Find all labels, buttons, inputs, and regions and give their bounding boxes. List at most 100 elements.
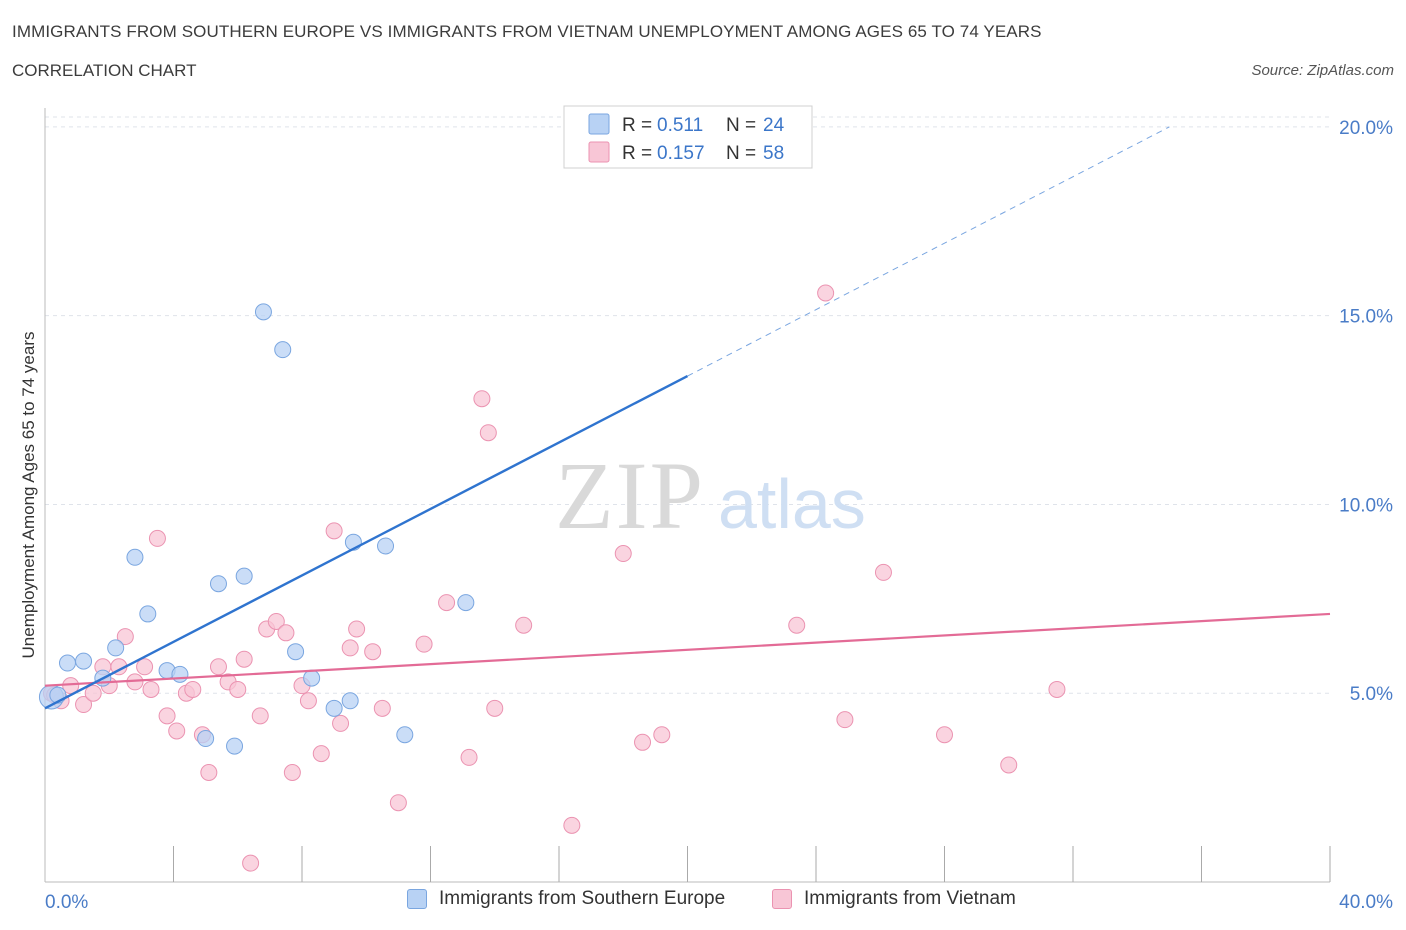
vietnam-point [373, 699, 391, 717]
southern-europe-point [126, 548, 144, 566]
source-credit: Source: ZipAtlas.com [1251, 62, 1394, 79]
southern-europe-point [377, 537, 395, 555]
vietnam-point [415, 635, 433, 653]
watermark-atlas: atlas [718, 465, 866, 543]
vietnam-point [460, 748, 478, 766]
legend-item-southern-europe[interactable]: Immigrants from Southern Europe [407, 888, 725, 910]
vietnam-point [348, 620, 366, 638]
vietnam-trend-line [44, 612, 1331, 687]
watermark-zip: ZIP [555, 442, 705, 549]
vietnam-point [817, 284, 835, 302]
y-axis-title: Unemployment Among Ages 65 to 74 years [19, 332, 38, 659]
vietnam-point [479, 424, 497, 442]
y-tick-label: 10.0% [1339, 495, 1393, 516]
vietnam-point [312, 745, 330, 763]
grid-lines [45, 116, 1330, 694]
vietnam-point [438, 594, 456, 612]
southern-europe-point [58, 654, 76, 672]
vietnam-point [200, 764, 218, 782]
vietnam-point [84, 684, 102, 702]
vietnam-point [332, 714, 350, 732]
legend-swatch-vietnam [772, 889, 792, 909]
vietnam-point [283, 764, 301, 782]
legend-swatch-blue [588, 113, 610, 135]
vietnam-point [874, 563, 892, 581]
southern-europe-point [274, 341, 292, 359]
vietnam-point [614, 545, 632, 563]
x-tick-label-min: 0.0% [45, 892, 88, 913]
vietnam-point [936, 726, 953, 744]
vietnam-point [1048, 680, 1066, 698]
legend-n-value-2: 58 [763, 143, 784, 164]
southern-europe-point [197, 730, 215, 748]
vietnam-point [251, 707, 269, 725]
vietnam-point [634, 733, 652, 751]
vietnam-point [148, 529, 166, 547]
southern-europe-point [171, 665, 189, 683]
vietnam-point [563, 816, 581, 834]
series-southern-europe-points [38, 303, 475, 755]
vietnam-point [473, 390, 491, 408]
legend-n-label-2: N = [726, 143, 756, 164]
vietnam-point [242, 854, 260, 872]
vietnam-point [229, 680, 247, 698]
x-tick-label-max: 40.0% [1339, 892, 1393, 913]
trend-lines [44, 126, 1331, 710]
vietnam-point [788, 616, 806, 634]
vietnam-point [209, 658, 227, 676]
southern-europe-point [457, 594, 475, 612]
vietnam-point [1000, 756, 1018, 774]
chart-title: IMMIGRANTS FROM SOUTHERN EUROPE VS IMMIG… [12, 22, 1042, 41]
legend-r-value-1: 0.511 [657, 115, 703, 136]
vietnam-point [325, 522, 343, 540]
vietnam-point [158, 707, 176, 725]
y-tick-label: 5.0% [1350, 684, 1393, 705]
southern-europe-point [287, 643, 305, 661]
series-vietnam-points [42, 284, 1066, 872]
legend-label-southern-europe: Immigrants from Southern Europe [439, 888, 726, 909]
vietnam-point [515, 616, 533, 634]
vietnam-point [184, 680, 202, 698]
axes: 5.0% 10.0% 15.0% 20.0% 0.0% 40.0% [44, 108, 1393, 913]
series-legend: Immigrants from Southern Europe Immigran… [0, 888, 1406, 918]
vietnam-point [389, 794, 407, 812]
southern-europe-trend-line [44, 375, 689, 710]
chart-subtitle: CORRELATION CHART [12, 61, 197, 80]
vietnam-point [267, 612, 285, 630]
southern-europe-point [226, 737, 244, 755]
southern-europe-point [235, 567, 253, 585]
y-tick-label: 15.0% [1339, 307, 1393, 328]
legend-swatch-pink [588, 141, 610, 163]
southern-europe-point [209, 575, 227, 593]
vietnam-point [486, 699, 504, 717]
southern-europe-point [107, 639, 125, 657]
southern-europe-point [75, 652, 93, 670]
stats-legend: R = 0.511 N = 24 R = 0.157 N = 58 [563, 105, 813, 169]
legend-r-label-2: R = [622, 143, 652, 164]
southern-europe-trend-extension [687, 126, 1170, 377]
legend-swatch-southern-europe [407, 889, 427, 909]
southern-europe-point [254, 303, 272, 321]
southern-europe-point [341, 692, 359, 710]
vietnam-point [653, 726, 671, 744]
vietnam-point [142, 680, 160, 698]
vietnam-point [277, 624, 295, 642]
vietnam-point [235, 650, 253, 668]
vietnam-point [116, 628, 134, 646]
southern-europe-point [396, 726, 414, 744]
southern-europe-point [303, 669, 321, 687]
y-tick-label: 20.0% [1339, 118, 1393, 139]
vietnam-point [75, 696, 93, 714]
vietnam-point [836, 711, 854, 729]
southern-europe-point [325, 699, 343, 717]
legend-item-vietnam[interactable]: Immigrants from Vietnam [772, 888, 1016, 910]
watermark: ZIP atlas [555, 442, 866, 549]
legend-r-value-2: 0.157 [657, 143, 705, 164]
vietnam-point [341, 639, 359, 657]
vietnam-point [364, 643, 382, 661]
vietnam-point [168, 722, 186, 740]
legend-label-vietnam: Immigrants from Vietnam [804, 888, 1016, 909]
legend-n-label-1: N = [726, 115, 756, 136]
southern-europe-point [139, 605, 157, 623]
